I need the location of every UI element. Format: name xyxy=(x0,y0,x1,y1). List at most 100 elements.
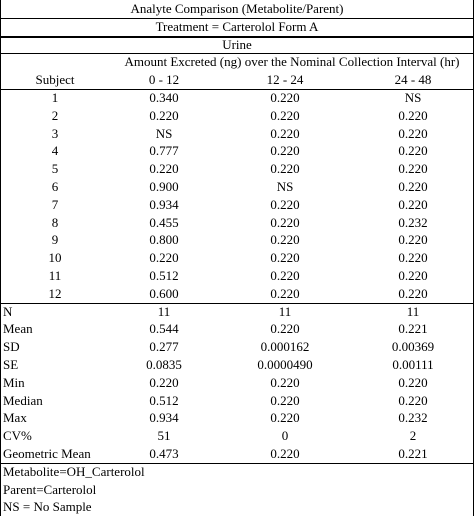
subject-cell: 6 xyxy=(51,179,59,194)
stat-value: 0.0835 xyxy=(146,357,182,372)
stat-label: SE xyxy=(3,357,19,372)
subject-cell: 1 xyxy=(51,90,59,105)
value-cell: 0.340 xyxy=(149,90,179,105)
stat-value: 0.00369 xyxy=(391,339,435,355)
stat-label: N xyxy=(3,303,13,319)
stat-value: 0.934 xyxy=(149,410,179,426)
value-cell: 0.220 xyxy=(270,107,300,123)
stat-value: 0.544 xyxy=(149,321,179,337)
rule xyxy=(0,53,474,55)
value-cell: 0.220 xyxy=(270,125,300,141)
subject-cell: 3 xyxy=(51,125,59,141)
rule xyxy=(0,89,474,90)
subject-cell: 7 xyxy=(51,196,59,212)
border-left xyxy=(0,0,1,516)
value-cell: 0.220 xyxy=(270,250,300,266)
stat-value: 11 xyxy=(278,303,292,319)
stat-value: 51 xyxy=(157,428,171,444)
stat-value: 0.220 xyxy=(270,374,300,390)
title: Analyte Comparison (Metabolite/Parent) xyxy=(130,1,344,16)
rule xyxy=(0,462,474,464)
value-cell: 0.220 xyxy=(270,232,300,248)
value-cell: 0.777 xyxy=(149,143,179,159)
value-cell: 0.220 xyxy=(270,268,300,283)
stat-label: Median xyxy=(3,392,43,408)
stat-value: 0.277 xyxy=(149,339,179,355)
rule xyxy=(0,302,474,304)
stat-label: Geometric Mean xyxy=(3,446,91,461)
subject-cell: 8 xyxy=(51,214,59,230)
value-cell: 0.220 xyxy=(149,107,179,123)
stat-value: 11 xyxy=(406,303,420,319)
subject-cell: 5 xyxy=(51,161,59,177)
subject-cell: 4 xyxy=(51,143,59,159)
stat-value: 0.220 xyxy=(270,446,300,461)
stat-value: 0.00111 xyxy=(392,357,434,372)
stat-value: 0.220 xyxy=(270,321,300,337)
value-cell: NS xyxy=(276,179,294,194)
value-cell: 0.220 xyxy=(270,161,300,177)
stat-label: SD xyxy=(3,339,20,355)
stat-value: 0.512 xyxy=(149,392,179,408)
subject-cell: 12 xyxy=(48,285,62,301)
value-cell: 0.220 xyxy=(398,107,428,123)
value-cell: 0.220 xyxy=(398,268,428,283)
stat-value: 0.473 xyxy=(149,446,179,461)
value-cell: NS xyxy=(155,125,173,141)
stat-value: 0.220 xyxy=(398,392,428,408)
stat-value: 11 xyxy=(157,303,171,319)
value-cell: 0.800 xyxy=(149,232,179,248)
stat-label: Mean xyxy=(3,321,33,337)
value-cell: 0.512 xyxy=(149,268,179,283)
stat-label: Min xyxy=(3,374,25,390)
value-cell: 0.220 xyxy=(398,232,428,248)
subject-cell: 9 xyxy=(51,232,59,248)
value-cell: 0.220 xyxy=(149,250,179,266)
value-cell: 0.220 xyxy=(149,161,179,177)
value-cell: 0.600 xyxy=(149,285,179,301)
stat-value: 0.232 xyxy=(398,410,428,426)
value-cell: 0.232 xyxy=(398,214,428,230)
stat-value: 2 xyxy=(409,428,417,444)
stat-value: 0.221 xyxy=(398,321,428,337)
value-cell: 0.220 xyxy=(398,161,428,177)
stat-value: 0.221 xyxy=(398,446,428,461)
column-header: 0 - 12 xyxy=(148,72,180,88)
treatment: Treatment = Carterolol Form A xyxy=(155,18,319,34)
stat-value: 0.220 xyxy=(398,374,428,390)
value-cell: 0.455 xyxy=(149,214,179,230)
value-cell: 0.934 xyxy=(149,196,179,212)
stat-value: 0.220 xyxy=(270,410,300,426)
value-cell: 0.900 xyxy=(149,179,179,194)
stat-value: 0 xyxy=(281,428,289,444)
stat-value: 0.220 xyxy=(149,374,179,390)
stat-value: 0.220 xyxy=(270,392,300,408)
subject-cell: 11 xyxy=(48,268,62,283)
value-cell: 0.220 xyxy=(270,285,300,301)
column-header: Subject xyxy=(35,72,75,88)
footnote: Metabolite=OH_Carterolol xyxy=(3,463,145,479)
stat-label: CV% xyxy=(3,428,32,444)
column-header: 12 - 24 xyxy=(266,72,304,88)
value-cell: 0.220 xyxy=(398,179,428,194)
stat-label: Max xyxy=(3,410,27,426)
value-cell: 0.220 xyxy=(398,196,428,212)
column-header: 24 - 48 xyxy=(394,72,432,88)
matrix: Urine xyxy=(222,36,252,52)
subject-cell: 2 xyxy=(51,107,59,123)
value-cell: 0.220 xyxy=(398,285,428,301)
value-cell: NS xyxy=(404,90,422,105)
footnote: Parent=Carterolol xyxy=(3,481,97,497)
stat-value: 0.000162 xyxy=(260,339,310,355)
value-cell: 0.220 xyxy=(398,143,428,159)
value-cell: 0.220 xyxy=(398,125,428,141)
rule xyxy=(0,35,474,38)
footnote: NS = No Sample xyxy=(3,499,92,515)
subject-cell: 10 xyxy=(48,250,62,266)
value-cell: 0.220 xyxy=(270,90,300,105)
stat-value: 0.0000490 xyxy=(257,357,313,372)
value-cell: 0.220 xyxy=(270,196,300,212)
value-cell: 0.220 xyxy=(270,214,300,230)
value-cell: 0.220 xyxy=(398,250,428,266)
